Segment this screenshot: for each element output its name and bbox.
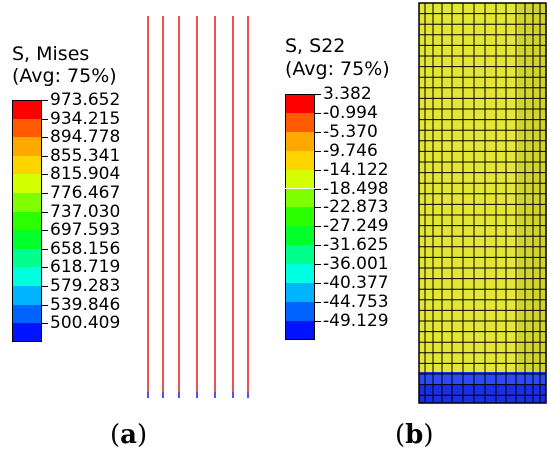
legend-swatch	[285, 112, 315, 132]
legend-tick	[315, 169, 321, 171]
legend-swatch	[285, 188, 315, 208]
legend-swatch	[12, 286, 42, 305]
legend-tick	[315, 207, 321, 209]
legend-swatch	[285, 264, 315, 283]
legend-swatch	[12, 230, 42, 249]
legend-tick	[42, 193, 48, 194]
legend-tick	[315, 226, 321, 228]
legend-value: 855.341	[50, 145, 121, 166]
panel-label-b: (b)	[395, 420, 434, 450]
legend-swatch	[12, 248, 42, 268]
legend-swatch	[12, 137, 42, 156]
legend-swatch	[12, 211, 42, 231]
panel-b-s22: S, S22 (Avg: 75%) 3.382 -0.994 -5.370 -9.74…	[275, 0, 550, 464]
legend-tick	[315, 245, 321, 247]
legend-tick	[42, 323, 48, 325]
legend-tick	[42, 137, 48, 139]
legend-swatch	[285, 131, 315, 151]
legend-swatch	[12, 193, 42, 212]
legend-swatch	[285, 94, 315, 113]
legend-value: 658.156	[50, 238, 121, 259]
legend-tick	[42, 286, 48, 287]
legend-tick	[42, 174, 48, 176]
legend-tick	[315, 283, 321, 284]
legend-title-b-line2: (Avg: 75%)	[285, 58, 390, 80]
legend-value: -5.370	[323, 121, 378, 142]
legend-swatch	[12, 304, 42, 324]
legend-value: 697.593	[50, 220, 121, 241]
legend-tick	[315, 94, 321, 95]
legend-tick	[42, 230, 48, 232]
legend-value: 618.719	[50, 257, 121, 278]
legend-tick	[42, 211, 48, 213]
legend-value: 815.904	[50, 164, 121, 185]
legend-value: 539.846	[50, 294, 121, 315]
legend-value: -36.001	[323, 254, 389, 275]
legend-value: -18.498	[323, 178, 389, 199]
legend-tick	[42, 304, 48, 306]
legend-value: -31.625	[323, 235, 389, 256]
legend-swatch	[285, 226, 315, 246]
legend-swatch	[285, 169, 315, 189]
cylinder-shading	[518, 3, 546, 372]
legend-value: 3.382	[323, 84, 372, 104]
legend-value: 934.215	[50, 108, 121, 129]
cylinder-mesh-model	[418, 2, 547, 404]
legend-swatch	[12, 118, 42, 138]
legend-value: 894.778	[50, 127, 121, 148]
legend-value: -44.753	[323, 291, 389, 312]
legend-value: 579.283	[50, 276, 121, 296]
cylinder-outline	[418, 2, 547, 404]
legend-title-a-line2: (Avg: 75%)	[12, 65, 117, 87]
legend-swatch	[285, 245, 315, 265]
legend-swatch	[12, 174, 42, 193]
legend-value: 776.467	[50, 183, 121, 203]
legend-tick	[315, 264, 321, 266]
legend-value: 500.409	[50, 313, 121, 334]
panel-a-mises: S, Mises (Avg: 75%) 973.652 934.215 894.77…	[12, 16, 249, 450]
panel-label-a: (a)	[110, 420, 148, 450]
legend-tick	[315, 320, 321, 322]
legend-title-b-line1: S, S22	[285, 35, 346, 57]
legend-tick	[42, 267, 48, 269]
legend-value: -49.129	[323, 310, 389, 331]
legend-tick	[42, 118, 48, 120]
legend-swatch	[12, 155, 42, 175]
legend-swatch	[285, 301, 315, 321]
legend-swatch	[285, 150, 315, 170]
legend-swatch	[285, 207, 315, 227]
legend-title-a-line1: S, Mises	[12, 43, 90, 65]
legend-tick	[315, 131, 321, 133]
legend-tick	[315, 188, 321, 190]
legend-value: -22.873	[323, 197, 389, 218]
legend-value: -14.122	[323, 159, 389, 180]
wire-model	[147, 16, 249, 398]
legend-tick	[42, 155, 48, 157]
cylinder-base-highlight	[419, 374, 546, 384]
legend-value: 737.030	[50, 201, 121, 222]
legend-value: -40.377	[323, 273, 389, 293]
legend-swatch	[285, 320, 315, 340]
legend-tick	[315, 301, 321, 303]
legend-value: -9.746	[323, 140, 378, 161]
legend-tick	[42, 248, 48, 250]
legend-swatch	[12, 100, 42, 119]
legend-value: -27.249	[323, 216, 389, 237]
legend-tick	[315, 112, 321, 114]
legend-tick	[315, 150, 321, 152]
legend-value: 973.652	[50, 90, 121, 110]
legend-swatch	[12, 267, 42, 286]
legend-tick	[42, 100, 48, 101]
legend-value: -0.994	[323, 102, 378, 123]
legend-swatch	[285, 283, 315, 302]
legend-swatch	[12, 323, 42, 342]
